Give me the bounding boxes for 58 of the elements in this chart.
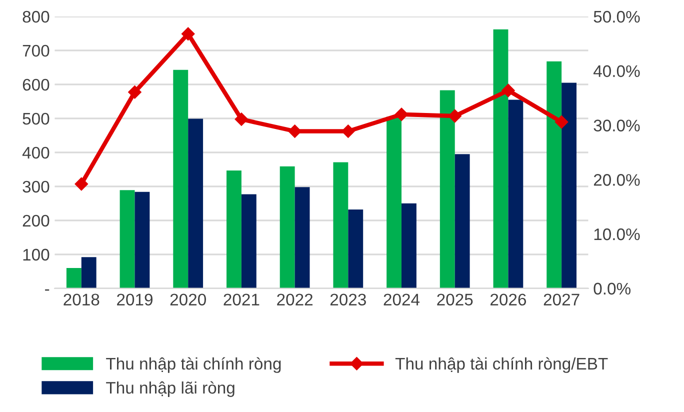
bar: [241, 194, 256, 288]
x-tick-label: 2027: [544, 294, 580, 306]
y2-tick-label: 20.0%: [594, 174, 640, 186]
bar: [348, 210, 364, 288]
bar: [188, 118, 204, 288]
y2-tick-label: 0.0%: [594, 282, 630, 295]
bar: [134, 192, 150, 288]
point: [342, 124, 355, 138]
bar: [493, 29, 508, 288]
bar: [226, 170, 242, 288]
x-tick-label: 2020: [170, 294, 206, 306]
y-tick-label: -: [45, 289, 50, 291]
y2-tick-label: 10.0%: [594, 228, 640, 240]
bar: [333, 162, 348, 288]
x-tick-label: 2022: [277, 294, 313, 306]
legend-label: Thu nhập tài chính ròng: [106, 357, 281, 373]
bar: [508, 100, 524, 288]
y-tick-label: 700: [22, 44, 50, 57]
x-tick-label: 2019: [117, 294, 152, 306]
legend-label: Thu nhập lãi ròng: [106, 381, 234, 397]
y-tick-label: 300: [22, 180, 50, 193]
x-tick-label: 2018: [64, 294, 100, 306]
point: [74, 177, 88, 191]
point: [554, 115, 568, 129]
bar: [454, 154, 470, 288]
point: [234, 112, 248, 126]
bar: [280, 166, 295, 288]
x-tick-label: 2026: [490, 294, 526, 306]
x-tick-label: 2025: [437, 294, 473, 306]
bar: [81, 257, 96, 288]
bar: [66, 268, 82, 288]
y-tick-label: 100: [23, 248, 50, 261]
x-tick-label: 2021: [224, 294, 260, 306]
legend-label: Thu nhập tài chính ròng/EBT: [395, 357, 608, 373]
bar: [562, 82, 577, 288]
x-tick-label: 2023: [330, 294, 366, 306]
y-tick-label: 500: [22, 112, 50, 125]
y-tick-label: 800: [22, 10, 50, 23]
bar: [294, 187, 310, 288]
point: [288, 124, 302, 138]
point: [182, 27, 195, 40]
bar: [173, 70, 188, 288]
y2-tick-label: 40.0%: [593, 65, 640, 78]
bar: [546, 61, 562, 288]
point: [448, 109, 462, 123]
x-tick-label: 2024: [384, 294, 420, 306]
point: [128, 85, 142, 99]
bar: [440, 90, 455, 288]
bar: [386, 116, 402, 288]
point: [502, 84, 515, 98]
y2-tick-label: 30.0%: [594, 120, 640, 132]
y2-tick-label: 50.0%: [594, 10, 640, 23]
y-tick-label: 600: [22, 78, 50, 91]
y-tick-label: 200: [22, 214, 50, 227]
point: [394, 108, 408, 121]
y-tick-label: 400: [22, 146, 50, 159]
bar: [120, 190, 135, 288]
bar: [402, 203, 416, 288]
